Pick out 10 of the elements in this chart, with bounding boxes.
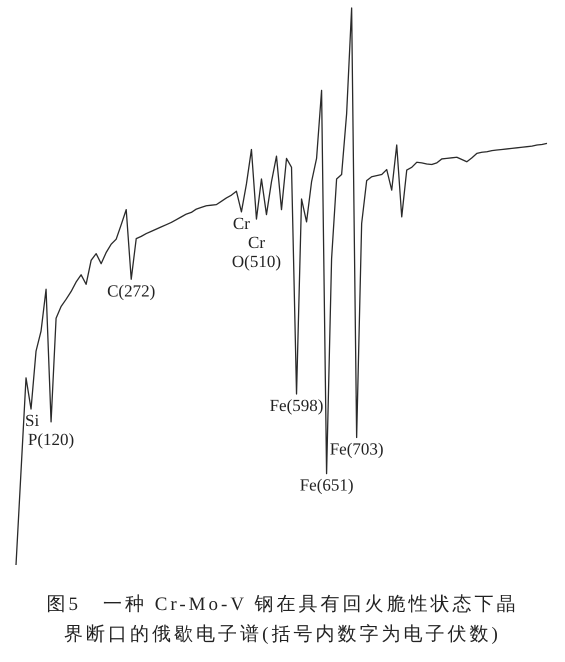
annotation: Fe(598): [270, 396, 324, 415]
annotation: C(272): [107, 281, 156, 300]
text: 图5 一种 Cr-Mo-V 钢在具有回火脆性状态下晶界断口的俄歇电子谱(括号内数字为电子伏数): [45, 593, 520, 647]
annotation: Cr: [248, 232, 266, 252]
annotation: Si: [25, 411, 40, 430]
annotation: Fe(651): [300, 476, 354, 495]
annotation: O(510): [232, 252, 282, 271]
annotation: P(120): [28, 430, 74, 449]
annotation: Fe(703): [330, 439, 384, 458]
annotation: Cr: [232, 214, 250, 233]
